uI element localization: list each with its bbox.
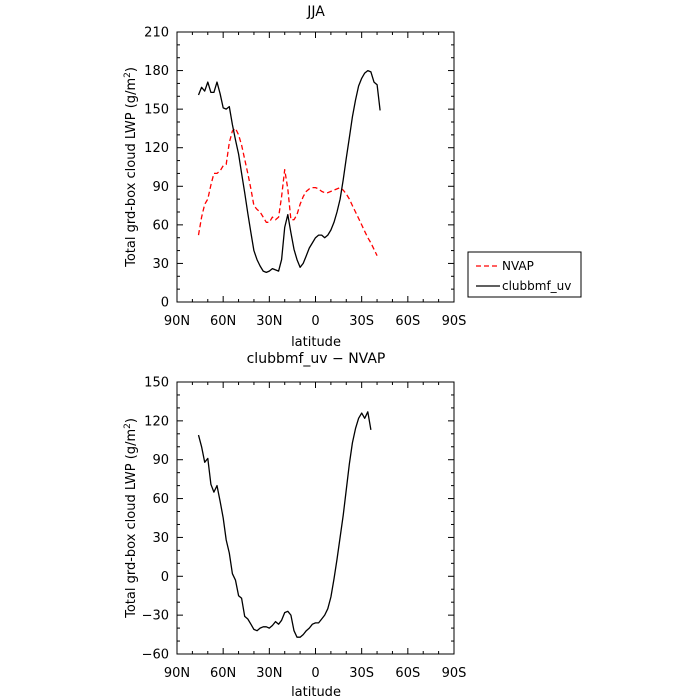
y-tick-label: −30 [142, 609, 169, 624]
x-tick-label: 90S [442, 666, 467, 681]
y-tick-label: 60 [152, 218, 169, 233]
x-tick-label: 90N [164, 314, 190, 329]
bottom-plot-frame [176, 381, 455, 655]
y-tick-label: 150 [144, 376, 169, 391]
top-y-axis-label: Total grd-box cloud LWP (g/m2) [123, 67, 139, 268]
y-tick-label: 210 [144, 26, 169, 41]
legend-label-nvap: NVAP [502, 259, 534, 273]
bottom-series-difference-line [197, 411, 372, 638]
top-x-axis-label: latitude [291, 335, 341, 350]
x-tick-label: 60S [395, 314, 420, 329]
y-tick-label: 30 [152, 257, 169, 272]
top-series-nvap-line [197, 127, 378, 256]
top-panel: JJA 0 30 60 90 120 150 180 210 90N 60N 30N 0 30S 60S… [123, 4, 466, 350]
top-plot-frame [176, 31, 455, 303]
bottom-series-group [197, 411, 372, 638]
y-tick-label: 120 [144, 414, 169, 429]
x-tick-label: 30N [256, 666, 282, 681]
x-tick-label: 60N [210, 314, 236, 329]
y-tick-label: 0 [161, 570, 169, 585]
top-series-group [197, 69, 381, 274]
legend: NVAP clubbmf_uv [467, 251, 582, 298]
legend-box [467, 251, 582, 298]
x-tick-label: 0 [311, 666, 319, 681]
bottom-x-axis-label: latitude [291, 685, 341, 700]
y-tick-label: 90 [152, 453, 169, 468]
bottom-x-tick-labels: 90N 60N 30N 0 30S 60S 90S [164, 666, 467, 681]
bottom-chart-title: clubbmf_uv − NVAP [247, 351, 386, 367]
bottom-y-tick-labels: −60 −30 0 30 60 90 120 150 [142, 376, 169, 663]
x-tick-label: 30S [349, 314, 374, 329]
x-tick-label: 60S [395, 666, 420, 681]
y-tick-label: 90 [152, 180, 169, 195]
y-tick-label: 150 [144, 103, 169, 118]
top-chart-title: JJA [306, 4, 325, 20]
legend-label-clubbmf-uv: clubbmf_uv [502, 279, 571, 293]
x-tick-label: 30S [349, 666, 374, 681]
x-tick-label: 30N [256, 314, 282, 329]
y-tick-label: 180 [144, 64, 169, 79]
bottom-y-axis-label: Total grd-box cloud LWP (g/m2) [123, 418, 139, 619]
top-axis-ticks [176, 31, 455, 303]
x-tick-label: 60N [210, 666, 236, 681]
top-series-clubbmf-uv-line [197, 69, 381, 274]
y-tick-label: 30 [152, 531, 169, 546]
y-tick-label: 60 [152, 492, 169, 507]
y-tick-label: −60 [142, 648, 169, 663]
x-tick-label: 0 [311, 314, 319, 329]
x-tick-label: 90N [164, 666, 190, 681]
y-tick-label: 120 [144, 141, 169, 156]
y-tick-label: 0 [161, 296, 169, 311]
bottom-panel: clubbmf_uv − NVAP −60 −30 0 30 60 90 120 150 90… [123, 351, 466, 700]
top-x-tick-labels: 90N 60N 30N 0 30S 60S 90S [164, 314, 467, 329]
bottom-axis-ticks [176, 381, 455, 655]
top-y-tick-labels: 0 30 60 90 120 150 180 210 [144, 26, 169, 311]
x-tick-label: 90S [442, 314, 467, 329]
